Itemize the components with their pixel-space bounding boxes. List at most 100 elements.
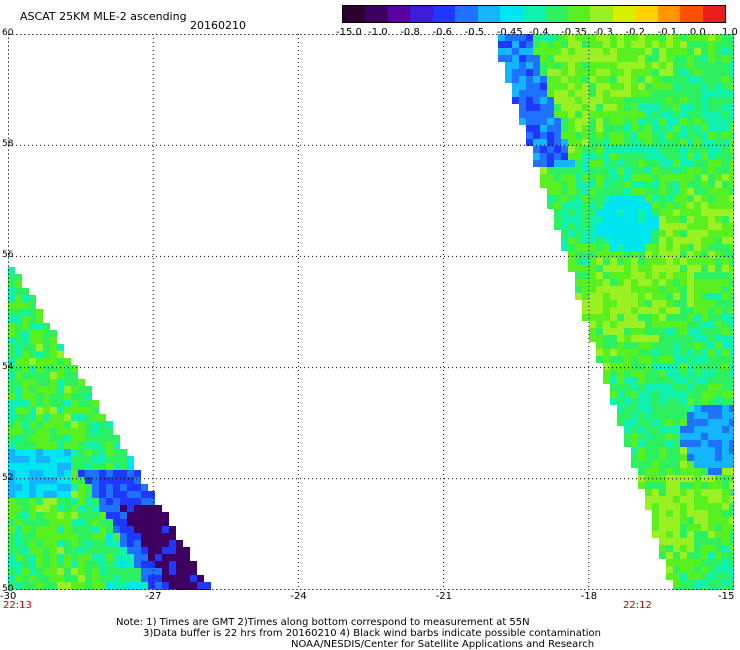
- swath-cell: [666, 349, 673, 356]
- swath-cell: [8, 463, 15, 470]
- swath-cell: [596, 34, 603, 41]
- swath-cell: [582, 272, 589, 279]
- swath-cell: [680, 181, 687, 188]
- swath-cell: [659, 167, 666, 174]
- swath-cell: [526, 97, 533, 104]
- swath-cell: [652, 48, 659, 55]
- swath-cell: [729, 258, 734, 265]
- swath-cell: [694, 545, 701, 552]
- swath-cell: [190, 582, 197, 589]
- swath-cell: [666, 538, 673, 545]
- swath-cell: [701, 426, 708, 433]
- swath-cell: [694, 349, 701, 356]
- swath-cell: [687, 580, 694, 587]
- swath-cell: [36, 344, 43, 351]
- swath-cell: [71, 512, 78, 519]
- swath-cell: [113, 491, 120, 498]
- swath-cell: [617, 174, 624, 181]
- swath-cell: [8, 421, 15, 428]
- swath-cell: [687, 167, 694, 174]
- swath-cell: [708, 321, 715, 328]
- swath-cell: [722, 328, 729, 335]
- swath-cell: [729, 349, 734, 356]
- swath-cell: [610, 335, 617, 342]
- swath-cell: [666, 524, 673, 531]
- swath-cell: [603, 300, 610, 307]
- swath-cell: [680, 482, 687, 489]
- swath-cell: [50, 337, 57, 344]
- swath-cell: [540, 48, 547, 55]
- swath-cell: [631, 391, 638, 398]
- colorbar-segment: [410, 6, 433, 22]
- swath-cell: [162, 554, 169, 561]
- swath-cell: [715, 209, 722, 216]
- swath-cell: [652, 433, 659, 440]
- swath-cell: [673, 48, 680, 55]
- swath-cell: [43, 540, 50, 547]
- swath-cell: [540, 97, 547, 104]
- swath-cell: [78, 554, 85, 561]
- swath-cell: [659, 391, 666, 398]
- swath-cell: [610, 384, 617, 391]
- swath-cell: [617, 244, 624, 251]
- swath-cell: [701, 398, 708, 405]
- swath-cell: [141, 533, 148, 540]
- swath-cell: [22, 491, 29, 498]
- swath-cell: [106, 449, 113, 456]
- swath-cell: [78, 414, 85, 421]
- swath-cell: [561, 76, 568, 83]
- swath-cell: [624, 195, 631, 202]
- swath-cell: [666, 174, 673, 181]
- swath-cell: [694, 230, 701, 237]
- swath-cell: [687, 377, 694, 384]
- swath-cell: [8, 400, 15, 407]
- swath-cell: [722, 419, 729, 426]
- swath-cell: [645, 426, 652, 433]
- swath-cell: [50, 477, 57, 484]
- swath-cell: [589, 104, 596, 111]
- swath-cell: [624, 111, 631, 118]
- swath-cell: [659, 377, 666, 384]
- swath-cell: [610, 293, 617, 300]
- swath-cell: [638, 55, 645, 62]
- swath-cell: [701, 349, 708, 356]
- swath-cell: [603, 251, 610, 258]
- swath-cell: [596, 174, 603, 181]
- swath-cell: [50, 498, 57, 505]
- swath-cell: [22, 582, 29, 589]
- swath-cell: [701, 503, 708, 510]
- swath-cell: [512, 76, 519, 83]
- swath-cell: [729, 237, 734, 244]
- swath-cell: [687, 69, 694, 76]
- swath-cell: [603, 146, 610, 153]
- colorbar-segment: [657, 6, 681, 22]
- swath-cell: [701, 531, 708, 538]
- swath-cell: [29, 337, 36, 344]
- swath-cell: [694, 447, 701, 454]
- swath-cell: [50, 400, 57, 407]
- swath-cell: [638, 216, 645, 223]
- swath-cell: [22, 470, 29, 477]
- swath-cell: [169, 582, 176, 589]
- swath-cell: [666, 573, 673, 580]
- swath-cell: [526, 55, 533, 62]
- swath-cell: [603, 69, 610, 76]
- swath-cell: [29, 435, 36, 442]
- swath-cell: [78, 470, 85, 477]
- swath-cell: [680, 321, 687, 328]
- swath-cell: [631, 321, 638, 328]
- swath-cell: [547, 48, 554, 55]
- swath-cell: [610, 377, 617, 384]
- swath-cell: [652, 377, 659, 384]
- swath-cell: [631, 286, 638, 293]
- swath-cell: [610, 111, 617, 118]
- swath-cell: [701, 447, 708, 454]
- swath-cell: [673, 496, 680, 503]
- swath-cell: [50, 386, 57, 393]
- swath-cell: [610, 230, 617, 237]
- swath-cell: [715, 55, 722, 62]
- swath-cell: [540, 55, 547, 62]
- swath-cell: [694, 475, 701, 482]
- swath-cell: [659, 293, 666, 300]
- swath-cell: [729, 419, 734, 426]
